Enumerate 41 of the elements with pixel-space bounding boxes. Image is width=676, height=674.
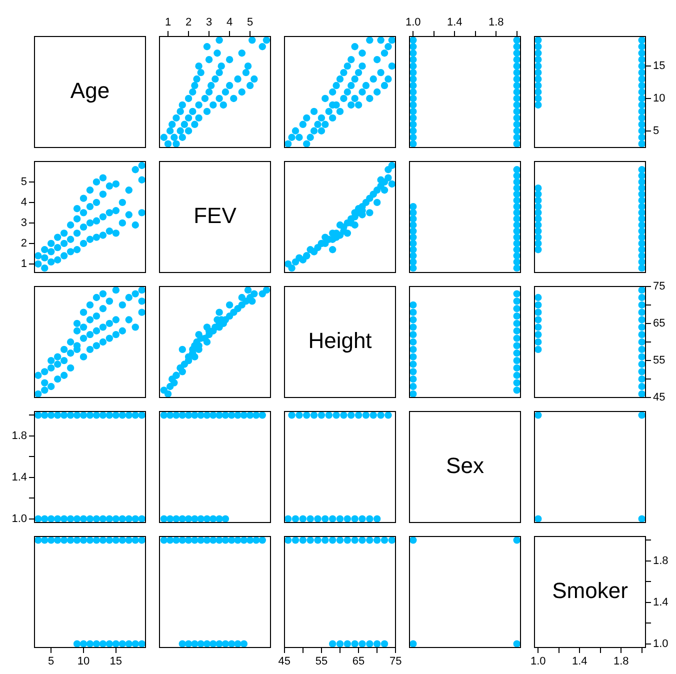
x-tick-label: 45 [278,656,290,668]
y-tick-label: 4 [20,196,27,208]
text: Sex [446,453,484,478]
y-tick-label: 5 [653,124,660,137]
x-tick-label: 65 [352,656,365,668]
x-tick-label: 3 [206,16,212,28]
x-tick-label: 75 [390,656,402,668]
y-tick-label: 5 [20,176,27,188]
y-tick-label: 1.0 [12,512,27,525]
x-tick-label: 2 [185,16,192,28]
text: FEV [194,203,237,228]
x-tick-label: 10 [77,656,90,668]
text: Height [308,328,372,354]
x-tick-label: 4 [226,16,233,28]
y-tick-label: 1.4 [12,471,27,484]
y-tick-label: 2 [20,237,27,250]
y-tick-label: 1.8 [12,430,27,442]
y-tick-label: 1 [20,258,27,270]
x-tick-label: 1.4 [446,16,462,28]
y-tick-label: 45 [653,392,666,404]
x-tick-label: 1.8 [488,16,504,28]
x-tick-label: 5 [247,16,254,28]
y-tick-label: 15 [653,60,666,72]
x-tick-label: 1.4 [572,656,588,668]
x-tick-label: 1.0 [530,656,546,668]
x-tick-label: 1.0 [406,16,421,28]
y-tick-label: 3 [20,216,27,229]
y-tick-label: 65 [653,317,666,330]
y-tick-label: 1.4 [653,596,668,608]
x-tick-label: 1 [164,16,172,28]
y-tick-label: 75 [653,280,666,292]
text: Smoker [552,578,628,604]
x-tick-label: 15 [110,656,122,668]
y-tick-label: 10 [653,92,666,105]
y-tick-label: 55 [653,354,666,367]
x-tick-label: 1.8 [613,656,629,668]
y-tick-label: 1.0 [653,638,668,650]
x-tick-label: 55 [315,656,328,668]
x-tick-label: 5 [48,656,54,668]
text: Age [70,78,110,104]
y-tick-label: 1.8 [653,554,668,567]
